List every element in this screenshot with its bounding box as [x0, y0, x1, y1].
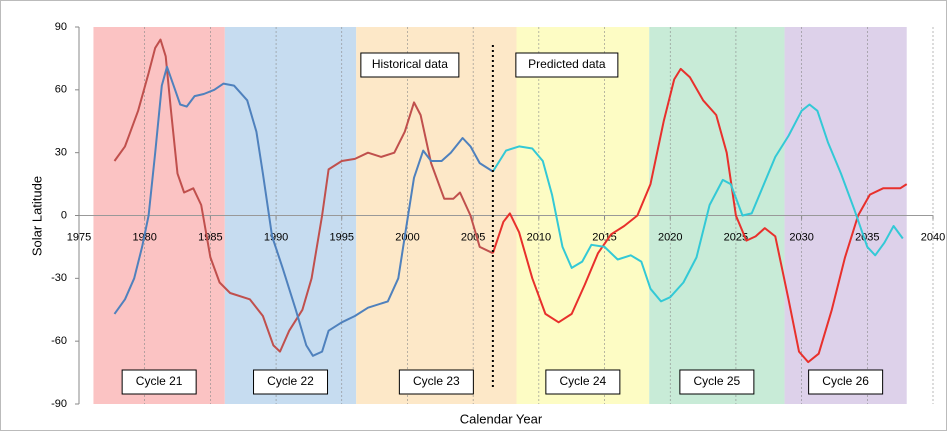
y-tick-label: -30	[51, 272, 67, 284]
y-axis-title: Solar Latitude	[29, 176, 44, 256]
x-tick-label: 2025	[724, 231, 748, 243]
y-tick-label: -60	[51, 335, 67, 347]
annotation-box	[360, 52, 460, 78]
y-tick-label: 60	[55, 84, 67, 96]
cycle-label: Cycle 26	[822, 374, 869, 388]
cycle-label: Cycle 24	[560, 374, 607, 388]
data-line	[491, 67, 908, 364]
y-tick-label: -90	[51, 398, 67, 410]
cycle-label-box	[253, 369, 329, 395]
x-tick-label: 2010	[527, 231, 551, 243]
x-tick-label: 2035	[855, 231, 879, 243]
cycle-label: Cycle 23	[413, 374, 460, 388]
data-line	[492, 103, 904, 303]
y-tick-label: 30	[55, 147, 67, 159]
cycle-label-box	[121, 369, 197, 395]
annotation: Historical data	[372, 57, 448, 71]
cycle-label-box	[398, 369, 474, 395]
x-tick-label: 2005	[461, 231, 485, 243]
cycle-label: Cycle 22	[267, 374, 314, 388]
data-line	[113, 38, 494, 353]
annotation: Predicted data	[528, 57, 606, 71]
x-tick-label: 2030	[789, 231, 813, 243]
cycle-label-box	[808, 369, 884, 395]
y-tick-label: 0	[61, 209, 67, 221]
data-line	[113, 65, 494, 357]
cycle-label: Cycle 21	[136, 374, 183, 388]
x-tick-label: 2000	[395, 231, 419, 243]
x-tick-label: 1995	[330, 231, 354, 243]
x-tick-label: 2040	[921, 231, 945, 243]
cycle-label: Cycle 25	[694, 374, 741, 388]
cycle-label-box	[679, 369, 755, 395]
x-tick-label: 1990	[264, 231, 288, 243]
x-tick-label: 2020	[658, 231, 682, 243]
x-axis-title: Calendar Year	[460, 411, 543, 426]
annotation-box	[515, 52, 619, 78]
y-tick-label: 90	[55, 21, 67, 33]
cycle-label-box	[545, 369, 621, 395]
x-tick-label: 1985	[198, 231, 222, 243]
